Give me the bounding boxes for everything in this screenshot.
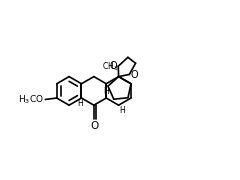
Text: H: H [103,87,109,96]
Text: H: H [119,106,125,115]
Text: O: O [109,61,117,71]
Text: H$_3$CO: H$_3$CO [18,93,44,106]
Text: O: O [130,70,138,80]
Text: H: H [77,100,83,109]
Text: O: O [91,121,99,131]
Text: CH$_3$: CH$_3$ [102,60,118,73]
